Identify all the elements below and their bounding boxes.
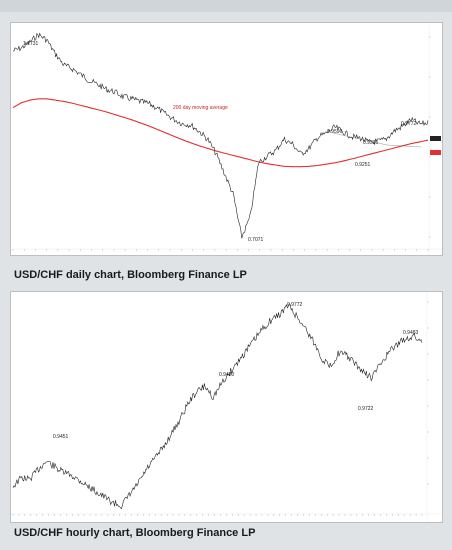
daily-chart-caption: USD/CHF daily chart, Bloomberg Finance L…	[14, 269, 247, 281]
annotation-high: 1.1731	[23, 41, 39, 47]
hourly-price-line	[12, 303, 423, 510]
annotation-peak: 0.9596	[327, 129, 343, 135]
daily-chart-frame: 1.1731 200 day moving average 0.7071 0.9…	[10, 22, 443, 256]
annotation-recent-high: 0.9772	[401, 121, 417, 127]
ma-tag	[430, 150, 441, 155]
trend-line	[386, 144, 422, 148]
daily-price-line	[13, 32, 429, 239]
page-top-strip	[0, 0, 452, 12]
hourly-chart-panel: 0.9772 0.9480 0.9483 0.9722 0.9451 USD/C…	[0, 290, 452, 550]
annotation-high: 0.9772	[287, 302, 303, 308]
hourly-chart-frame: 0.9772 0.9480 0.9483 0.9722 0.9451	[10, 291, 443, 523]
annotation-support: 0.9251	[355, 162, 371, 168]
annotation-recent: 0.9483	[403, 330, 419, 336]
annotation-pullback: 0.9722	[358, 406, 374, 412]
moving-average-line	[12, 98, 429, 168]
price-tag	[430, 136, 441, 141]
annotation-early: 0.9451	[53, 434, 69, 440]
hourly-chart: 0.9772 0.9480 0.9483 0.9722 0.9451	[11, 292, 442, 522]
daily-chart-panel: 1.1731 200 day moving average 0.7071 0.9…	[0, 12, 452, 290]
hourly-chart-caption: USD/CHF hourly chart, Bloomberg Finance …	[14, 527, 256, 539]
annotation-low: 0.7071	[248, 237, 264, 243]
daily-chart: 1.1731 200 day moving average 0.7071 0.9…	[11, 23, 442, 255]
annotation-level: 0.9335	[363, 140, 379, 146]
annotation-level: 0.9480	[219, 372, 235, 378]
trend-line	[332, 132, 388, 146]
annotation-ma-label: 200 day moving average	[173, 105, 228, 111]
